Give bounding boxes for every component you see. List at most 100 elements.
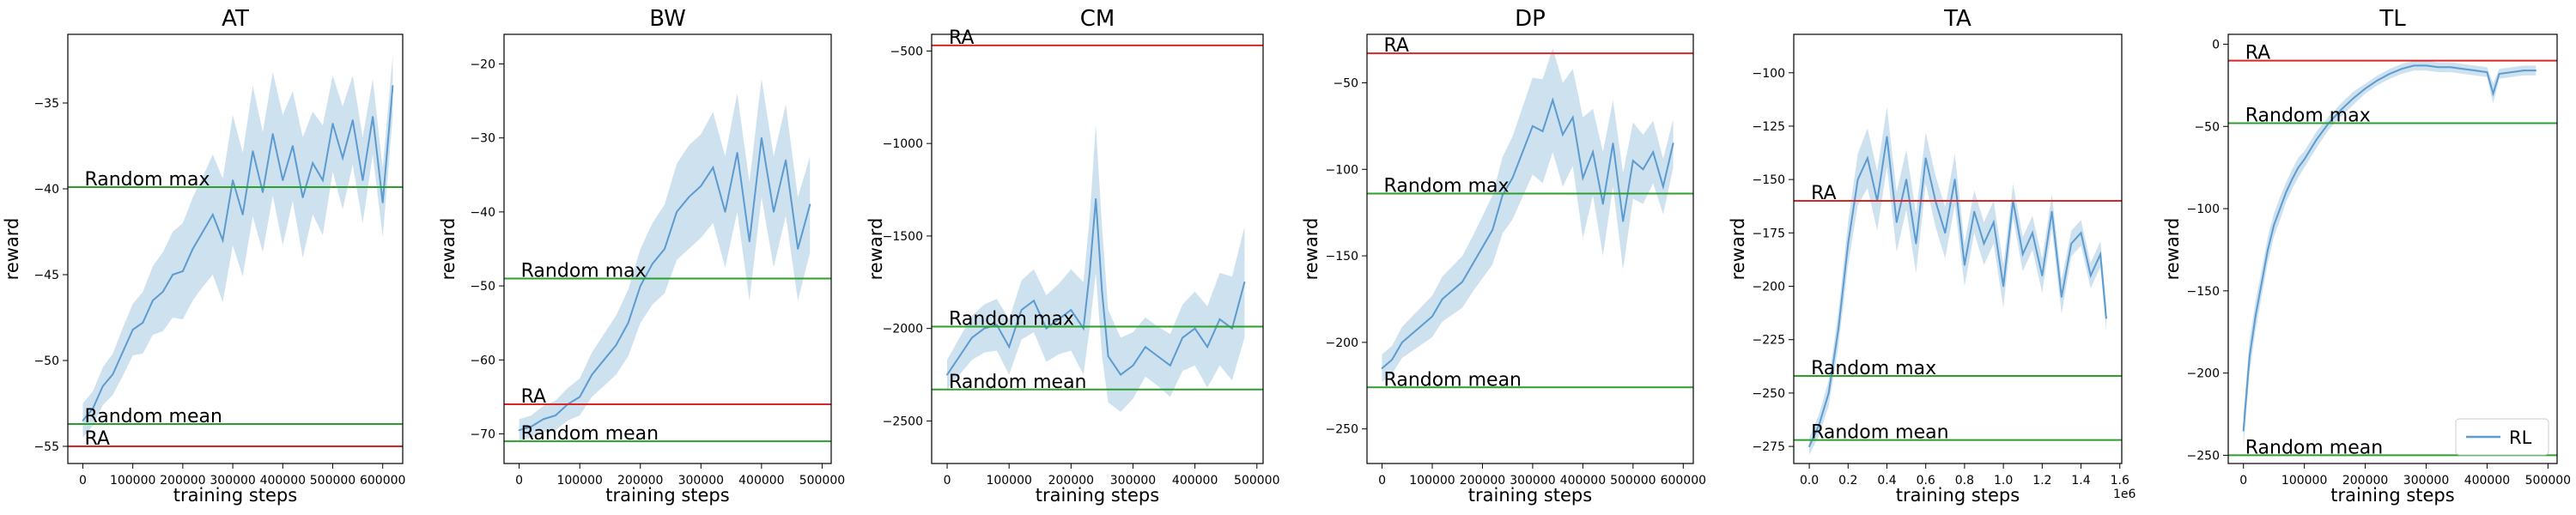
data-point xyxy=(809,203,811,206)
data-point xyxy=(773,211,775,213)
y-axis-label: reward xyxy=(1301,218,1321,281)
data-point xyxy=(2267,249,2269,251)
plot-area xyxy=(504,78,831,443)
confidence-band xyxy=(947,124,1245,412)
data-point xyxy=(1924,157,1927,160)
data-point xyxy=(2450,66,2451,69)
reference-label: Random mean xyxy=(1811,422,1948,444)
data-point xyxy=(1856,179,1859,181)
y-tick-label: −100 xyxy=(1753,67,1785,81)
x-tick-label: 0 xyxy=(515,474,523,488)
y-tick-label: −100 xyxy=(1326,163,1358,177)
data-point xyxy=(724,211,726,213)
data-point xyxy=(2242,429,2245,432)
y-tick-label: −200 xyxy=(1326,336,1358,350)
reference-label: Random mean xyxy=(949,372,1086,393)
panel-cm: RA Random max Random mean 0 100000 200000 3000… xyxy=(866,6,1280,506)
data-point xyxy=(301,197,304,198)
x-tick-label: 300000 xyxy=(210,474,255,488)
data-point xyxy=(603,359,605,361)
data-point xyxy=(211,214,214,215)
panel-dp: RA Random max Random mean 0 100000 200000 3000… xyxy=(1301,6,1706,506)
y-tick-label: −40 xyxy=(470,206,495,220)
data-point xyxy=(1132,364,1134,367)
data-point xyxy=(1194,327,1196,330)
rl-series-line xyxy=(82,85,394,421)
data-point xyxy=(1082,327,1084,330)
data-point xyxy=(676,211,677,213)
data-point xyxy=(262,191,264,193)
data-point xyxy=(282,179,284,181)
reference-label: Random mean xyxy=(84,406,222,427)
x-axis-label: training steps xyxy=(1468,485,1592,506)
y-tick-label: −150 xyxy=(1326,250,1358,264)
data-point xyxy=(2376,79,2379,82)
data-point xyxy=(2340,109,2342,111)
data-point xyxy=(1231,327,1233,330)
data-point xyxy=(518,429,520,432)
data-point xyxy=(1095,197,1097,200)
data-point xyxy=(2492,93,2494,94)
data-point xyxy=(2498,73,2500,75)
y-tick-label: −200 xyxy=(1753,281,1785,294)
x-tick-label: 400000 xyxy=(738,474,784,488)
chart-title: AT xyxy=(222,6,249,32)
axes-frame xyxy=(67,33,404,464)
y-tick-label: −175 xyxy=(1753,227,1785,240)
x-tick-label: 300000 xyxy=(1110,474,1156,488)
data-point xyxy=(2389,73,2391,75)
data-point xyxy=(983,327,986,330)
y-tick-label: −225 xyxy=(1753,334,1785,348)
data-point xyxy=(2279,208,2281,210)
data-point xyxy=(761,136,762,139)
panel-tl: RA Random max Random mean 0 100000 200000 3000… xyxy=(2162,6,2571,506)
y-tick-label: −200 xyxy=(2187,367,2220,381)
x-tick-label: 400000 xyxy=(2464,474,2510,488)
confidence-band xyxy=(1382,48,1674,383)
data-point xyxy=(1672,142,1674,144)
data-point xyxy=(1107,355,1109,357)
data-point xyxy=(1601,203,1604,205)
chart-title: TA xyxy=(1943,6,1971,32)
data-point xyxy=(312,162,314,164)
data-point xyxy=(1120,373,1121,376)
data-point xyxy=(2248,355,2251,358)
data-point xyxy=(1662,185,1664,188)
reference-label: Random max xyxy=(949,309,1074,330)
data-point xyxy=(712,167,714,169)
data-point xyxy=(1157,355,1159,357)
data-point xyxy=(271,133,274,135)
y-tick-label: −60 xyxy=(470,354,495,367)
data-point xyxy=(591,373,593,376)
x-tick-label: 200000 xyxy=(617,474,663,488)
data-point xyxy=(252,150,254,152)
y-tick-label: −50 xyxy=(33,354,59,368)
data-point xyxy=(1895,221,1898,223)
reference-label: Random mean xyxy=(2245,437,2383,458)
data-point xyxy=(202,231,204,233)
data-point xyxy=(1441,298,1443,300)
data-point xyxy=(2070,242,2073,245)
data-point xyxy=(241,214,244,215)
data-point xyxy=(2401,68,2403,70)
data-point xyxy=(1992,221,1995,223)
y-tick-label: −250 xyxy=(2187,449,2220,463)
y-tick-label: −150 xyxy=(1753,173,1785,187)
y-tick-label: −50 xyxy=(470,280,495,294)
y-axis-label: reward xyxy=(2162,218,2183,281)
x-tick-label: 0.8 xyxy=(1955,474,1974,488)
x-tick-label: 500000 xyxy=(1610,474,1656,488)
reference-label: RA xyxy=(84,428,109,450)
data-point xyxy=(2315,138,2318,141)
y-tick-label: −2500 xyxy=(883,415,923,428)
data-point xyxy=(700,185,702,187)
data-point xyxy=(351,119,354,121)
x-tick-label: 400000 xyxy=(1560,474,1606,488)
chart-title: TL xyxy=(2379,6,2406,32)
data-point xyxy=(971,336,973,339)
data-point xyxy=(2474,70,2476,71)
x-tick-label: 0.2 xyxy=(1838,474,1857,488)
reference-label: RA xyxy=(949,27,974,49)
plot-area xyxy=(68,55,403,447)
